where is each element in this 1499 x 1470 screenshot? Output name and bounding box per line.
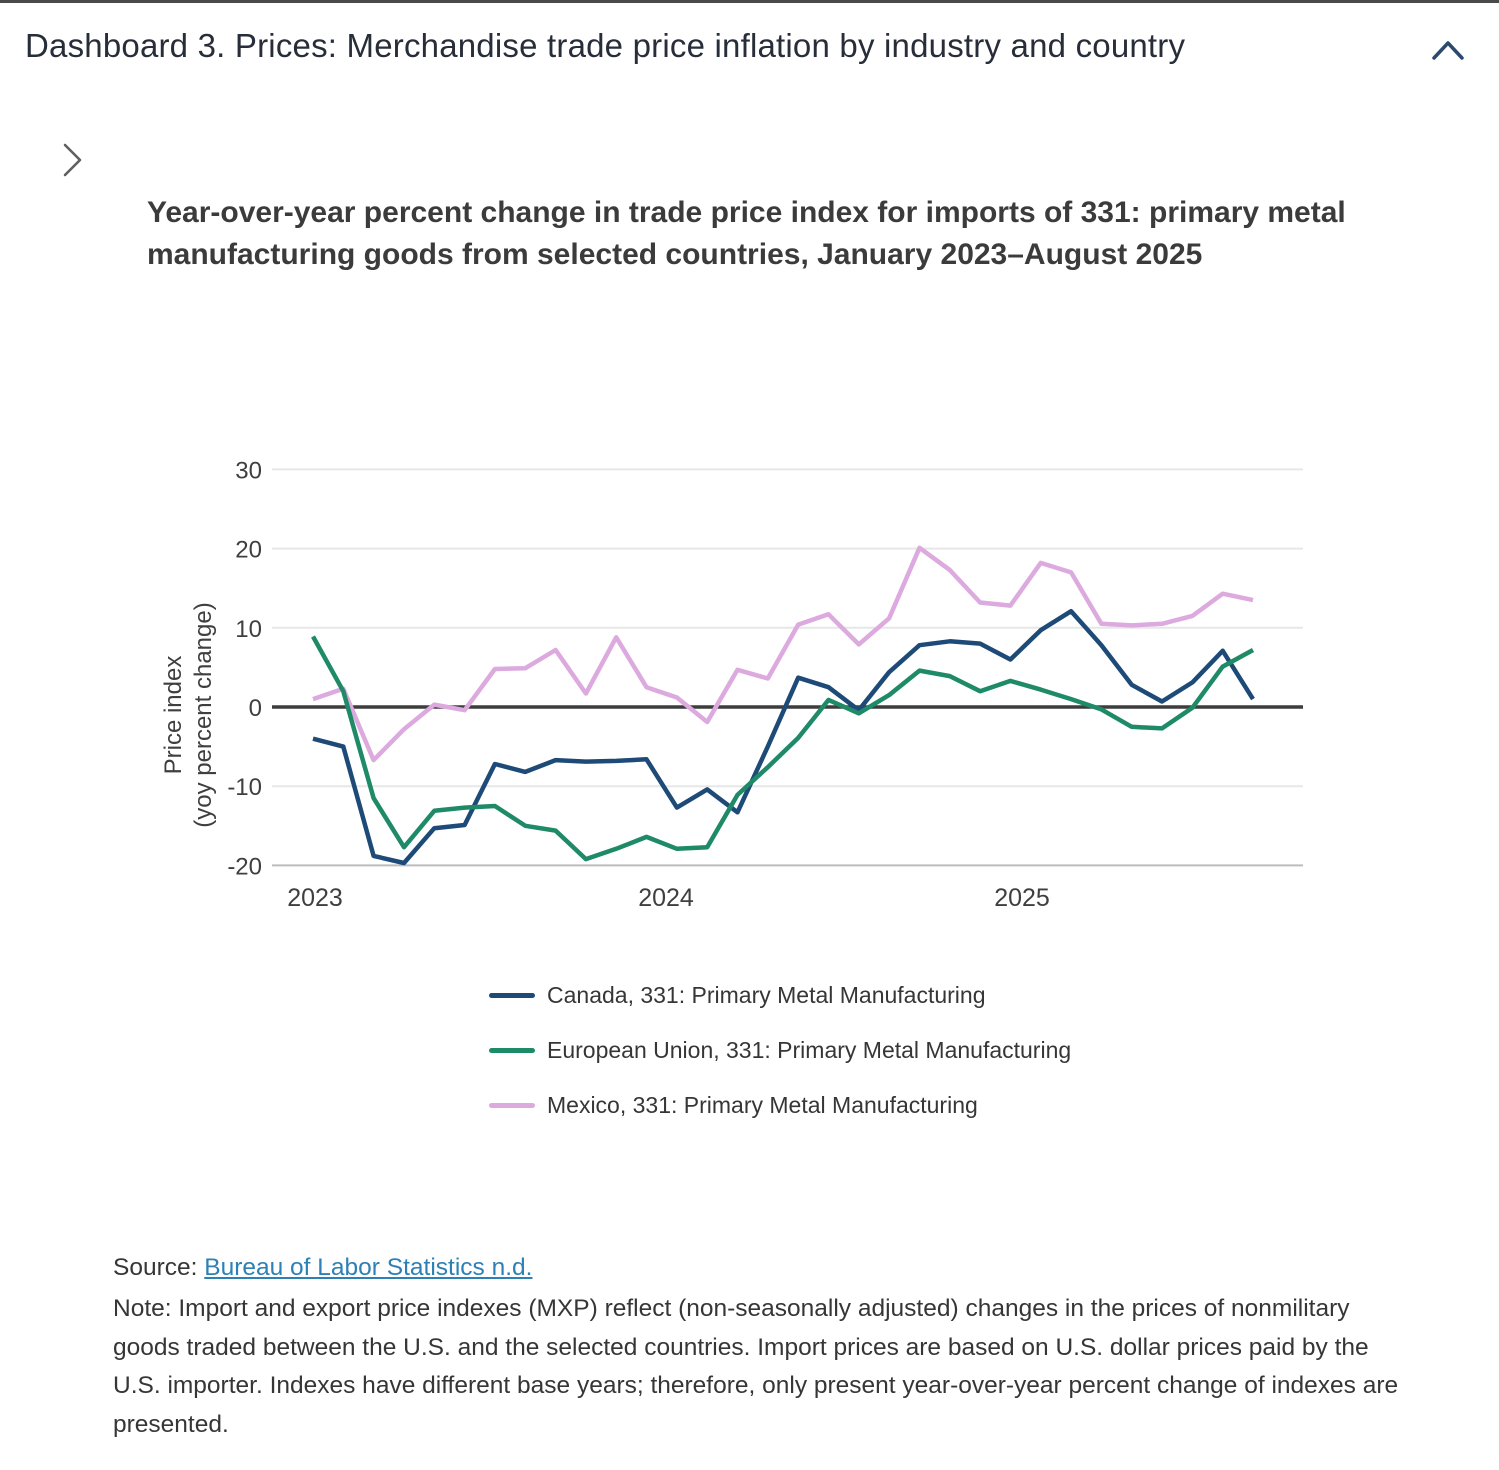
chart-title: Year-over-year percent change in trade p… <box>147 196 1346 271</box>
expand-section-button[interactable] <box>52 138 92 178</box>
y-axis-title-line1: Price index <box>160 656 187 775</box>
source-label: Source: <box>113 1254 205 1281</box>
chart-series-lines <box>311 545 1255 866</box>
note-text: Note: Import and export price indexes (M… <box>113 1295 1399 1438</box>
panel-top-border <box>0 0 1499 3</box>
y-tick-label: -10 <box>227 774 262 801</box>
legend-label: European Union, 331: Primary Metal Manuf… <box>547 1037 1072 1063</box>
chevron-right-icon <box>63 143 82 177</box>
series-line-european-union <box>311 635 1255 862</box>
legend-swatch-mexico <box>489 1103 535 1108</box>
x-tick-2025: 2025 <box>994 884 1050 912</box>
legend-label: Mexico, 331: Primary Metal Manufacturing <box>547 1092 978 1118</box>
series-line-canada <box>312 608 1255 866</box>
x-axis-tick-labels: 2023 2024 2025 <box>287 884 1050 912</box>
y-tick-label: 0 <box>249 695 262 722</box>
dashboard-title: Dashboard 3. Prices: Merchandise trade p… <box>25 27 1186 64</box>
collapse-panel-button[interactable] <box>1424 30 1472 72</box>
x-tick-2023: 2023 <box>287 884 343 912</box>
legend-swatch-canada <box>489 993 535 998</box>
source-line: Source: Bureau of Labor Statistics n.d. <box>113 1254 532 1282</box>
legend-swatch-european-union <box>489 1048 535 1053</box>
series-line-mexico <box>312 545 1254 763</box>
line-chart: 30 20 10 0 -10 -20 Price index (yoy percent c… <box>160 457 1303 912</box>
x-tick-2024: 2024 <box>638 884 694 912</box>
legend-item-mexico[interactable]: Mexico, 331: Primary Metal Manufacturing <box>489 1090 1071 1121</box>
y-axis-title-line2: (yoy percent change) <box>190 602 217 827</box>
chevron-up-icon <box>1432 41 1464 60</box>
chart-legend: Canada, 331: Primary Metal Manufacturing… <box>489 980 1071 1121</box>
legend-item-european-union[interactable]: European Union, 331: Primary Metal Manuf… <box>489 1035 1071 1066</box>
y-tick-label: 30 <box>235 457 262 484</box>
y-axis-tick-labels: 30 20 10 0 -10 -20 <box>227 457 262 880</box>
legend-label: Canada, 331: Primary Metal Manufacturing <box>547 982 986 1008</box>
legend-item-canada[interactable]: Canada, 331: Primary Metal Manufacturing <box>489 980 1071 1011</box>
chart-gridlines <box>272 468 1303 867</box>
y-tick-label: 20 <box>235 537 262 564</box>
y-tick-label: 10 <box>235 616 262 643</box>
source-link[interactable]: Bureau of Labor Statistics n.d. <box>204 1254 533 1281</box>
y-tick-label: -20 <box>227 853 262 880</box>
